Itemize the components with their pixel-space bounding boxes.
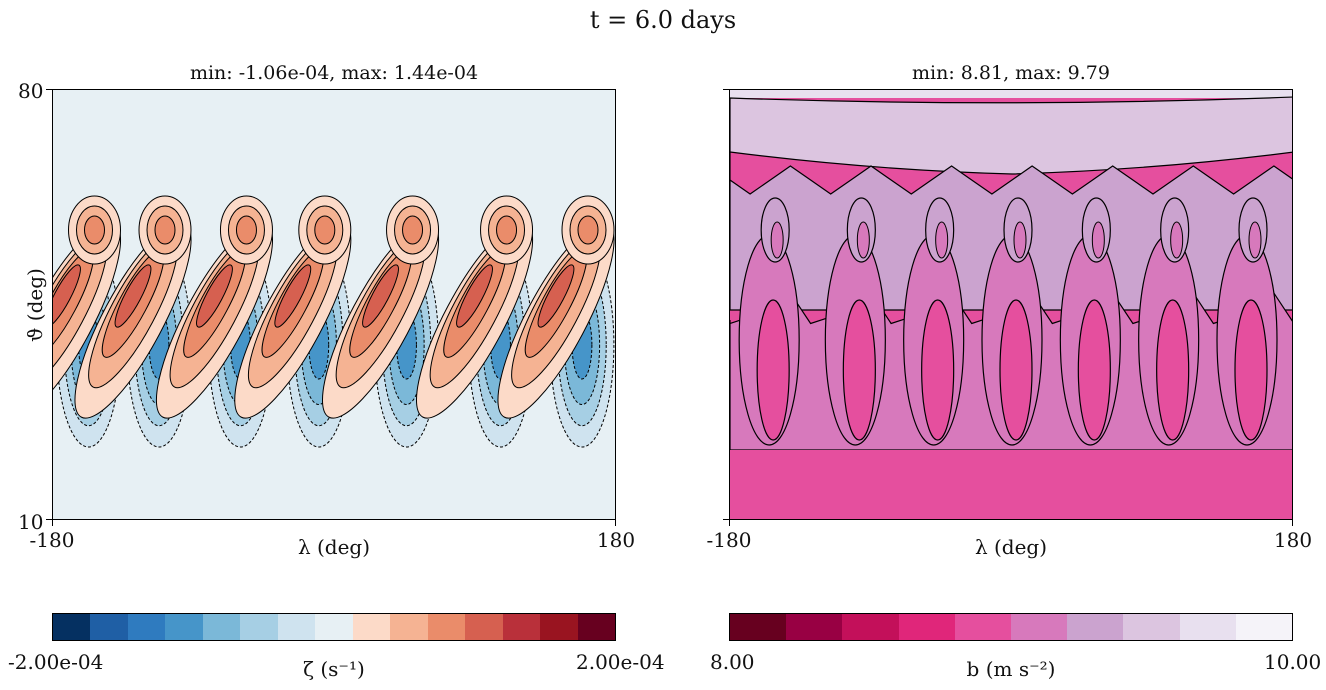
buoyancy-colorbar-max-label: 10.00 bbox=[1264, 650, 1322, 674]
positive-vorticity-contour bbox=[456, 264, 493, 328]
y-tick-label-top: 80 bbox=[18, 79, 44, 103]
y-tick-mark-top bbox=[46, 89, 52, 91]
buoyancy-roll bbox=[999, 299, 1033, 441]
buoyancy-colorbar-swatch bbox=[1179, 614, 1236, 640]
buoyancy-roll bbox=[756, 299, 790, 441]
vorticity-colorbar-label: ζ (s⁻¹) bbox=[303, 657, 365, 681]
right-x-tick-label-max: 180 bbox=[1273, 528, 1313, 552]
positive-vorticity-contour bbox=[114, 264, 152, 328]
right-panel-title: min: 8.81, max: 9.79 bbox=[912, 62, 1110, 84]
buoyancy-colorbar-swatch bbox=[842, 614, 899, 640]
vorticity-colorbar-swatch bbox=[427, 614, 466, 640]
buoyancy-colorbar-swatch bbox=[730, 614, 787, 640]
vorticity-contours bbox=[53, 195, 615, 448]
buoyancy-roll bbox=[1234, 299, 1268, 441]
positive-vorticity-contour bbox=[84, 215, 105, 245]
vorticity-colorbar-swatch bbox=[577, 614, 616, 640]
left-y-axis-label: ϑ (deg) bbox=[23, 268, 47, 342]
positive-vorticity-contour bbox=[577, 215, 599, 245]
right-y-tick-mark-top bbox=[723, 89, 729, 91]
positive-vorticity-contour bbox=[53, 264, 81, 328]
buoyancy-colorbar-swatch bbox=[1123, 614, 1180, 640]
left-x-tick-mark-min bbox=[52, 520, 54, 526]
buoyancy-colorbar-swatch bbox=[786, 614, 843, 640]
right-x-tick-label-min: -180 bbox=[706, 528, 752, 552]
vorticity-colorbar-swatch bbox=[315, 614, 353, 640]
vorticity-colorbar bbox=[52, 613, 616, 641]
buoyancy-colorbar-swatch bbox=[954, 614, 1012, 640]
buoyancy-roll bbox=[1091, 221, 1105, 259]
buoyancy-colorbar bbox=[729, 613, 1293, 641]
vorticity-colorbar-swatch bbox=[502, 614, 541, 640]
vorticity-colorbar-swatch bbox=[277, 614, 316, 640]
left-x-tick-label-max: 180 bbox=[596, 528, 636, 552]
right-y-tick-mark-bottom bbox=[723, 519, 729, 521]
positive-vorticity-contour bbox=[496, 215, 518, 245]
left-x-tick-mark-max bbox=[615, 520, 617, 526]
buoyancy-colorbar-label: b (m s⁻²) bbox=[966, 657, 1056, 681]
buoyancy-roll bbox=[935, 221, 949, 259]
buoyancy-roll bbox=[1248, 221, 1262, 259]
vorticity-colorbar-swatch bbox=[390, 614, 428, 640]
positive-vorticity-contour bbox=[314, 215, 336, 245]
positive-vorticity-contour bbox=[402, 215, 424, 245]
y-tick-mark-bottom bbox=[46, 519, 52, 521]
buoyancy-roll bbox=[921, 299, 955, 441]
figure-title: t = 6.0 days bbox=[589, 6, 737, 34]
vorticity-plot bbox=[52, 89, 616, 520]
y-tick-label-bottom: 10 bbox=[18, 510, 44, 534]
buoyancy-band bbox=[730, 450, 1292, 519]
vorticity-colorbar-min-label: -2.00e-04 bbox=[8, 650, 104, 674]
vorticity-colorbar-swatch bbox=[90, 614, 128, 640]
positive-vorticity-contour bbox=[537, 264, 575, 328]
left-panel-title: min: -1.06e-04, max: 1.44e-04 bbox=[189, 62, 479, 84]
buoyancy-colorbar-swatch bbox=[1067, 614, 1124, 640]
buoyancy-colorbar-swatch bbox=[898, 614, 955, 640]
vorticity-colorbar-swatch bbox=[240, 614, 278, 640]
vorticity-colorbar-max-label: 2.00e-04 bbox=[576, 650, 665, 674]
right-x-tick-mark-max bbox=[1292, 520, 1294, 526]
vorticity-colorbar-swatch bbox=[165, 614, 203, 640]
positive-vorticity-contour bbox=[154, 215, 176, 245]
buoyancy-roll bbox=[1077, 299, 1111, 441]
buoyancy-colorbar-swatch bbox=[1235, 614, 1293, 640]
left-x-axis-label: λ (deg) bbox=[297, 535, 371, 559]
buoyancy-roll bbox=[770, 221, 784, 259]
vorticity-colorbar-swatch bbox=[540, 614, 578, 640]
buoyancy-roll bbox=[842, 299, 876, 441]
right-x-axis-label: λ (deg) bbox=[974, 535, 1048, 559]
positive-vorticity-contour bbox=[274, 264, 312, 328]
vorticity-colorbar-swatch bbox=[352, 614, 391, 640]
right-x-tick-mark-min bbox=[729, 520, 731, 526]
buoyancy-contours bbox=[730, 90, 1292, 519]
buoyancy-roll bbox=[1170, 221, 1184, 259]
buoyancy-band bbox=[730, 96, 1292, 175]
vorticity-colorbar-swatch bbox=[127, 614, 166, 640]
buoyancy-roll bbox=[1156, 299, 1190, 441]
buoyancy-roll bbox=[856, 221, 870, 259]
positive-vorticity-contour bbox=[196, 264, 233, 328]
buoyancy-colorbar-swatch bbox=[1011, 614, 1068, 640]
vorticity-colorbar-swatch bbox=[465, 614, 503, 640]
positive-vorticity-contour bbox=[235, 215, 257, 245]
buoyancy-band bbox=[730, 90, 1292, 98]
positive-vorticity-contour bbox=[362, 264, 399, 328]
buoyancy-roll bbox=[1013, 221, 1027, 259]
vorticity-colorbar-swatch bbox=[202, 614, 241, 640]
buoyancy-plot bbox=[729, 89, 1293, 520]
left-x-tick-label-min: -180 bbox=[29, 528, 75, 552]
vorticity-colorbar-swatch bbox=[53, 614, 91, 640]
buoyancy-colorbar-min-label: 8.00 bbox=[710, 650, 755, 674]
